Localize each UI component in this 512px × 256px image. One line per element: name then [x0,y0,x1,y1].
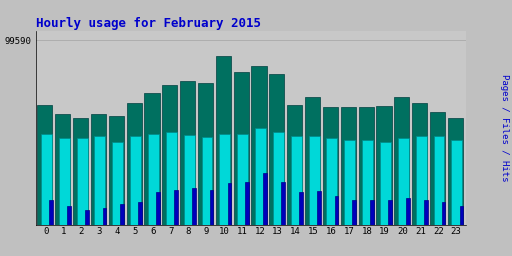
Bar [358,106,374,225]
Bar [198,83,213,225]
Text: Pages / Files / Hits: Pages / Files / Hits [500,74,509,182]
Bar [380,142,391,225]
Bar [305,97,320,225]
Bar [416,136,426,225]
Bar [459,206,463,225]
Bar [335,196,338,225]
Bar [77,138,88,225]
Bar [91,114,106,225]
Bar [174,190,178,225]
Bar [245,183,249,225]
Bar [166,132,177,225]
Bar [434,136,444,225]
Bar [95,136,105,225]
Bar [370,200,374,225]
Bar [112,142,123,225]
Bar [202,137,212,225]
Bar [281,182,285,225]
Bar [102,208,106,225]
Bar [216,56,231,225]
Bar [184,135,195,225]
Bar [291,136,302,225]
Bar [448,118,463,225]
Bar [376,106,392,225]
Bar [255,128,266,225]
Bar [67,206,71,225]
Bar [430,112,445,225]
Bar [59,138,70,225]
Bar [345,140,355,225]
Bar [287,105,302,225]
Bar [210,190,214,225]
Bar [388,200,392,225]
Bar [269,73,285,225]
Bar [317,191,321,225]
Bar [41,134,52,225]
Bar [180,81,195,225]
Bar [192,188,196,225]
Bar [309,136,319,225]
Bar [237,134,248,225]
Bar [148,134,159,225]
Bar [251,66,267,225]
Bar [85,210,89,225]
Bar [340,106,356,225]
Bar [120,204,124,225]
Bar [126,103,142,225]
Bar [273,132,284,225]
Bar [352,200,356,225]
Bar [130,136,141,225]
Bar [398,138,409,225]
Bar [323,106,338,225]
Bar [227,184,231,225]
Bar [299,192,303,225]
Bar [406,198,410,225]
Bar [73,118,88,225]
Bar [37,105,53,225]
Bar [138,202,142,225]
Bar [220,134,230,225]
Text: Hourly usage for February 2015: Hourly usage for February 2015 [36,17,261,29]
Bar [412,103,427,225]
Bar [442,202,445,225]
Bar [55,114,70,225]
Bar [263,173,267,225]
Bar [327,138,337,225]
Bar [156,192,160,225]
Bar [49,200,53,225]
Bar [144,93,160,225]
Bar [162,85,177,225]
Bar [394,97,410,225]
Bar [424,200,428,225]
Bar [233,72,249,225]
Bar [109,116,124,225]
Bar [362,140,373,225]
Bar [452,140,462,225]
